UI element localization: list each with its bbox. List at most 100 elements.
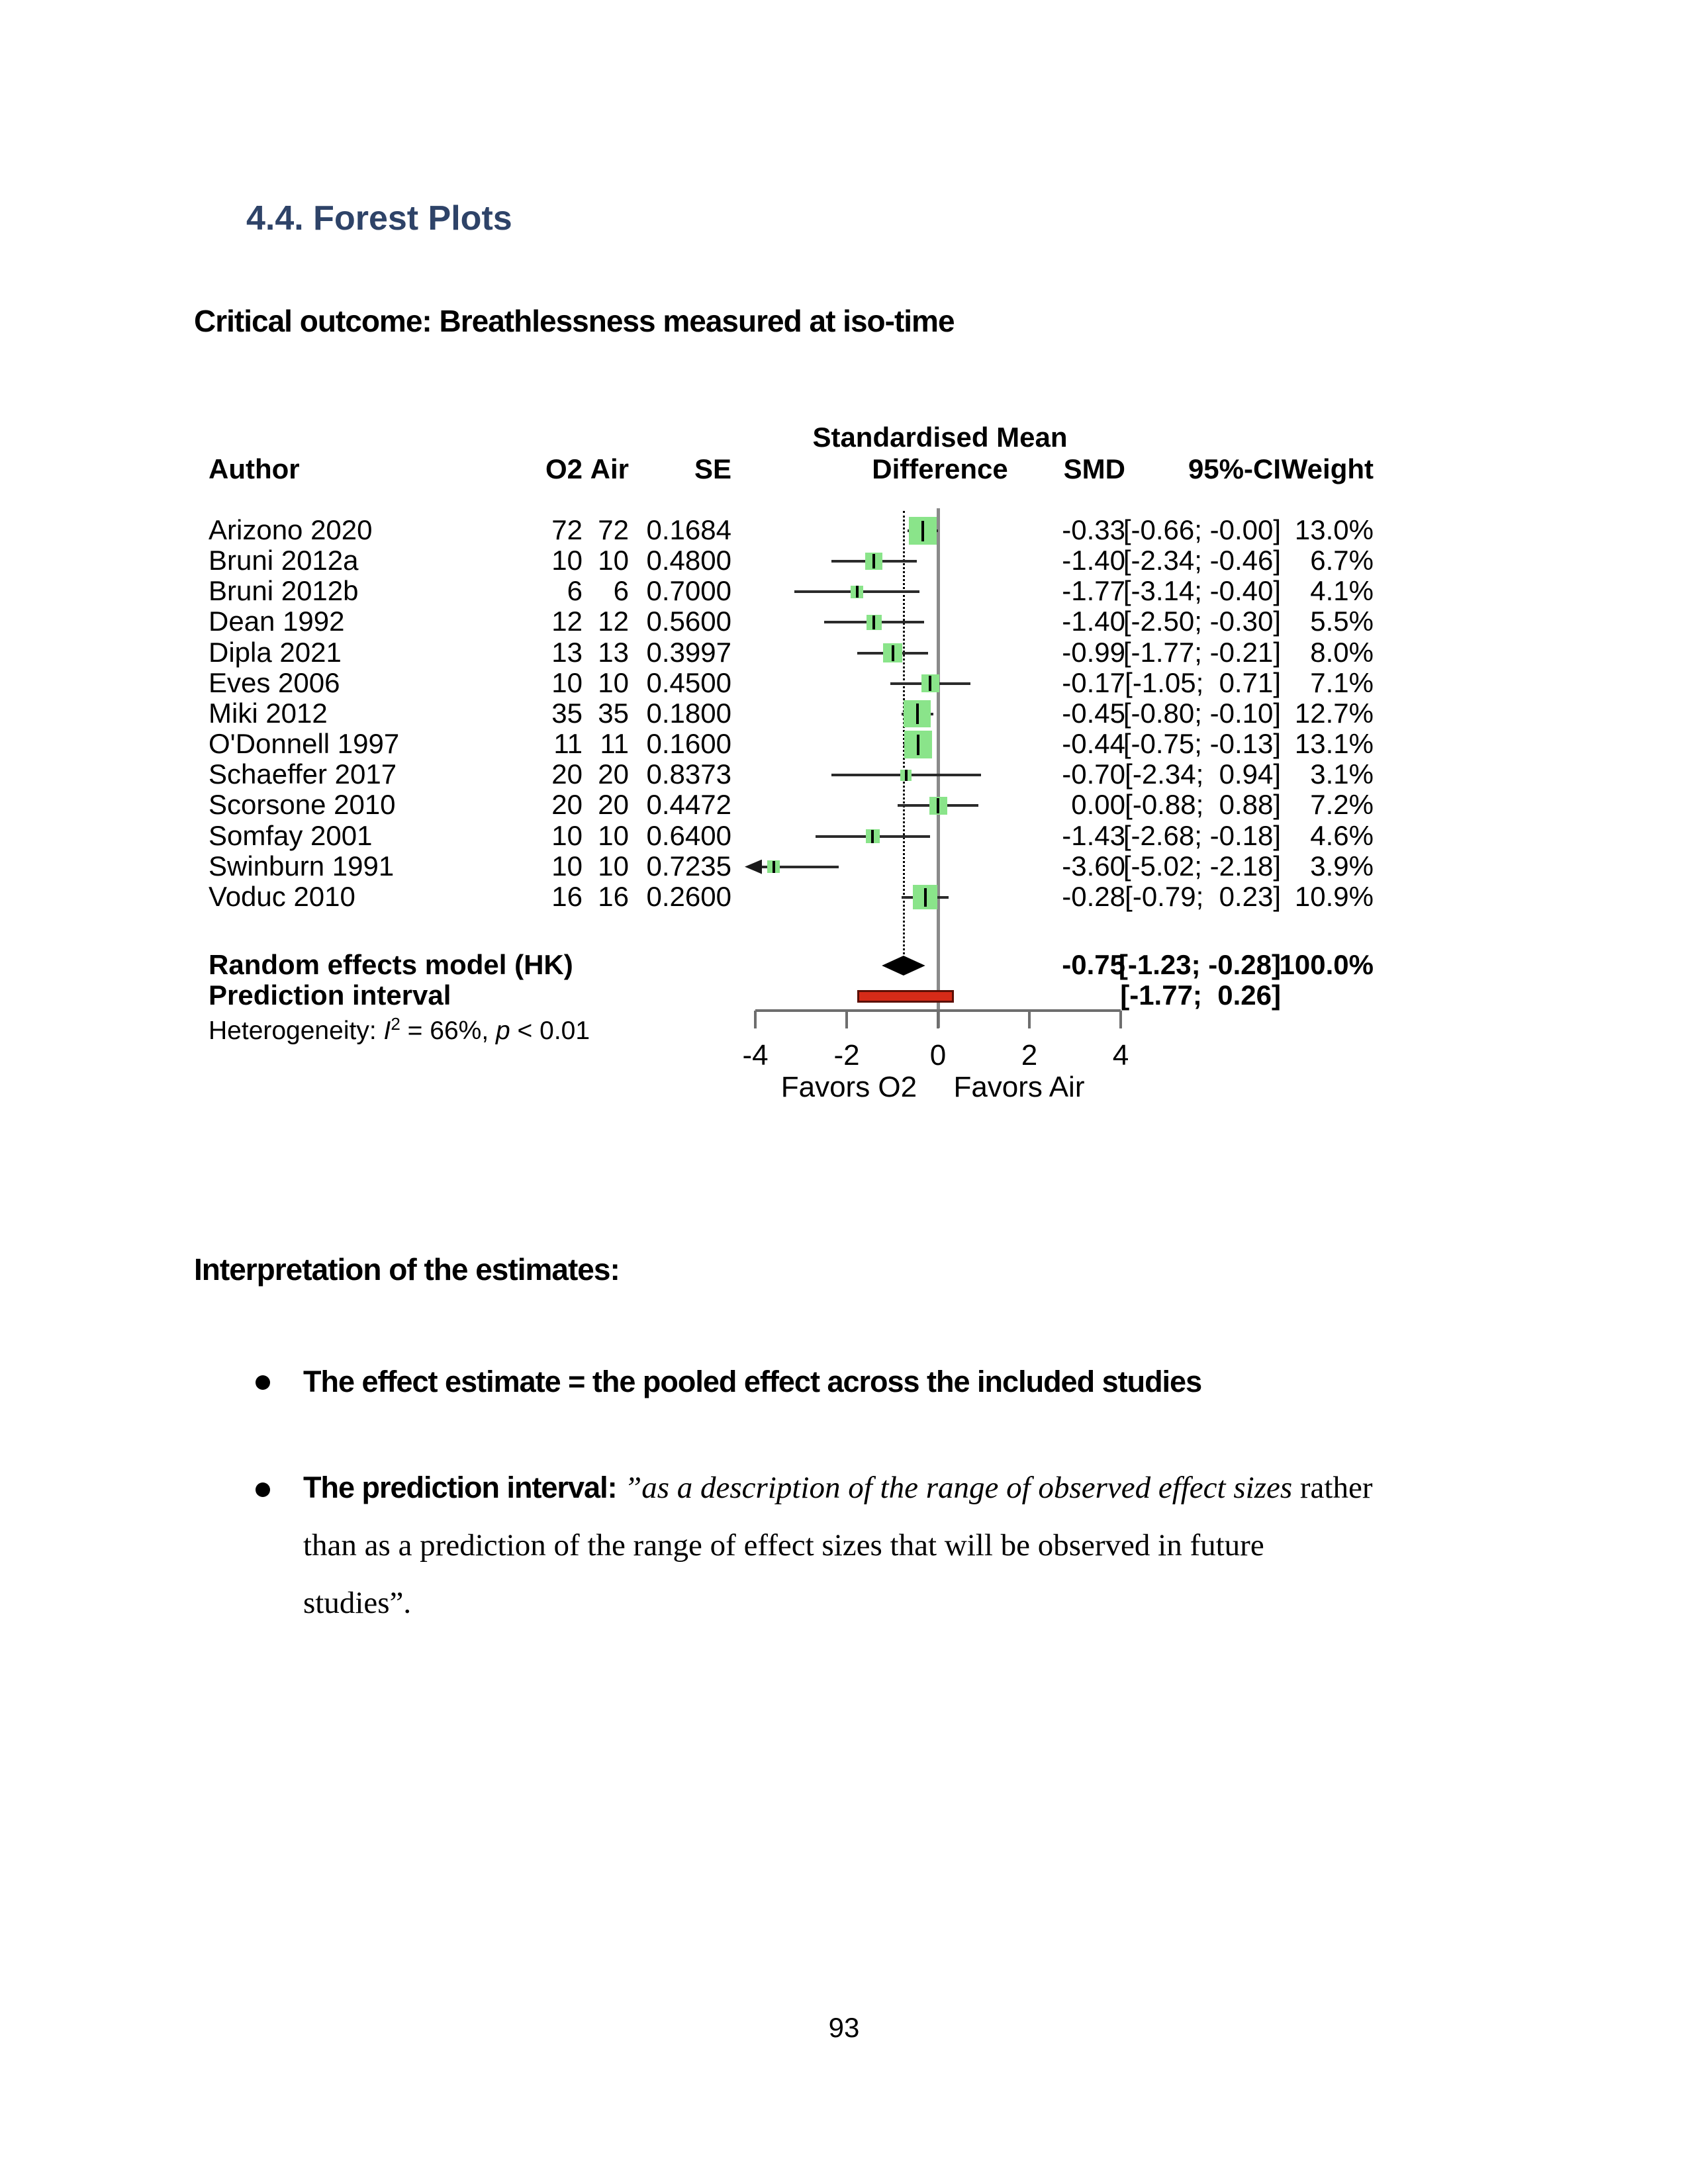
prediction-interval-bar [857, 990, 954, 1003]
study-se: 0.6400 [646, 819, 731, 851]
prediction-label: Prediction interval [209, 979, 451, 1011]
col-header-author: Author [209, 453, 300, 484]
x-axis-tick-label: 4 [1112, 1039, 1129, 1071]
study-smd: -1.77 [1062, 575, 1125, 607]
study-author: Eves 2006 [209, 666, 340, 698]
summary-label: Random effects model (HK) [209, 949, 573, 980]
heterogeneity-sup: 2 [391, 1014, 400, 1034]
effect-tick [872, 554, 876, 569]
study-air: 11 [600, 728, 629, 760]
study-air: 13 [598, 636, 629, 668]
favors-right-label: Favors Air [953, 1071, 1085, 1103]
col-header-se: SE [694, 453, 731, 484]
study-weight: 3.1% [1310, 758, 1374, 790]
study-o2: 13 [551, 636, 583, 668]
study-smd: -0.17 [1062, 666, 1125, 698]
study-ci: [-1.77; -0.21] [1123, 636, 1281, 668]
study-weight: 7.2% [1310, 789, 1374, 821]
study-author: Dipla 2021 [209, 636, 342, 668]
study-se: 0.1600 [646, 728, 731, 760]
effect-tick [904, 769, 908, 781]
col-header-air: Air [590, 453, 629, 484]
ci-truncation-arrow [745, 859, 762, 874]
favors-left-label: Favors O2 [780, 1071, 917, 1103]
effect-tick [891, 645, 894, 661]
bullet2-quote-italic: ”as a description of the range of observ… [624, 1471, 1293, 1505]
study-air: 10 [598, 666, 629, 698]
study-weight: 7.1% [1310, 666, 1374, 698]
study-smd: -0.70 [1062, 758, 1125, 790]
effect-tick [937, 797, 939, 813]
study-air: 10 [598, 850, 629, 882]
x-axis-tick [754, 1011, 757, 1028]
study-air: 16 [598, 880, 629, 912]
study-author: O'Donnell 1997 [209, 728, 400, 760]
study-ci: [-0.88; 0.88] [1125, 789, 1281, 821]
ci-line [759, 865, 839, 868]
study-se: 0.5600 [646, 606, 731, 637]
effect-tick [929, 676, 932, 692]
summary-weight: 100.0% [1279, 949, 1374, 980]
x-axis-tick-label: 2 [1021, 1039, 1038, 1071]
study-author: Swinburn 1991 [209, 850, 395, 882]
study-ci: [-2.34; -0.46] [1123, 545, 1281, 576]
heterogeneity-part: I [383, 1017, 391, 1045]
study-ci: [-0.66; -0.00] [1123, 514, 1281, 545]
study-air: 6 [613, 575, 629, 607]
study-air: 35 [598, 697, 629, 729]
study-smd: -1.40 [1062, 606, 1125, 637]
x-axis-tick [845, 1011, 848, 1028]
study-se: 0.4800 [646, 545, 731, 576]
study-author: Miki 2012 [209, 697, 328, 729]
prediction-ci: [-1.77; 0.26] [1120, 979, 1281, 1011]
effect-tick [772, 860, 775, 873]
study-o2: 35 [551, 697, 583, 729]
study-weight: 3.9% [1310, 850, 1374, 882]
heterogeneity-part: = 66%, [400, 1017, 496, 1045]
study-o2: 20 [551, 758, 583, 790]
bullet2-bold-lead: The prediction interval: [303, 1471, 625, 1504]
study-weight: 8.0% [1310, 636, 1374, 668]
effect-tick [916, 734, 919, 755]
x-axis-tick-label: -2 [833, 1039, 860, 1071]
study-ci: [-0.80; -0.10] [1123, 697, 1281, 729]
study-se: 0.1800 [646, 697, 731, 729]
interpretation-heading: Interpretation of the estimates: [194, 1252, 620, 1287]
col-header-effect-line2: Difference [872, 453, 1008, 484]
study-ci: [-5.02; -2.18] [1123, 850, 1281, 882]
study-air: 12 [598, 606, 629, 637]
study-ci: [-0.75; -0.13] [1123, 728, 1281, 760]
bullet2-tail: rather [1292, 1471, 1373, 1505]
study-o2: 16 [551, 880, 583, 912]
study-o2: 10 [551, 666, 583, 698]
study-se: 0.7235 [646, 850, 731, 882]
study-author: Somfay 2001 [209, 819, 373, 851]
study-o2: 72 [551, 514, 583, 545]
study-air: 20 [598, 758, 629, 790]
study-o2: 10 [551, 850, 583, 882]
study-weight: 12.7% [1294, 697, 1374, 729]
study-ci: [-2.68; -0.18] [1123, 819, 1281, 851]
study-author: Schaeffer 2017 [209, 758, 397, 790]
study-smd: -0.28 [1062, 880, 1125, 912]
study-ci: [-1.05; 0.71] [1125, 666, 1281, 698]
study-se: 0.4500 [646, 666, 731, 698]
study-ci: [-2.34; 0.94] [1125, 758, 1281, 790]
study-weight: 13.1% [1294, 728, 1374, 760]
pooled-diamond [882, 956, 925, 976]
study-author: Voduc 2010 [209, 880, 355, 912]
study-air: 10 [598, 819, 629, 851]
study-smd: -0.33 [1062, 514, 1125, 545]
study-o2: 20 [551, 789, 583, 821]
bullet-icon [256, 1482, 270, 1497]
x-axis-tick-label: 0 [929, 1039, 947, 1071]
study-o2: 10 [551, 819, 583, 851]
outcome-heading: Critical outcome: Breathlessness measure… [194, 304, 955, 338]
study-smd: -1.40 [1062, 545, 1125, 576]
study-ci: [-2.50; -0.30] [1123, 606, 1281, 637]
study-o2: 11 [553, 728, 583, 760]
study-weight: 6.7% [1310, 545, 1374, 576]
study-weight: 13.0% [1294, 514, 1374, 545]
study-smd: 0.00 [1071, 789, 1125, 821]
